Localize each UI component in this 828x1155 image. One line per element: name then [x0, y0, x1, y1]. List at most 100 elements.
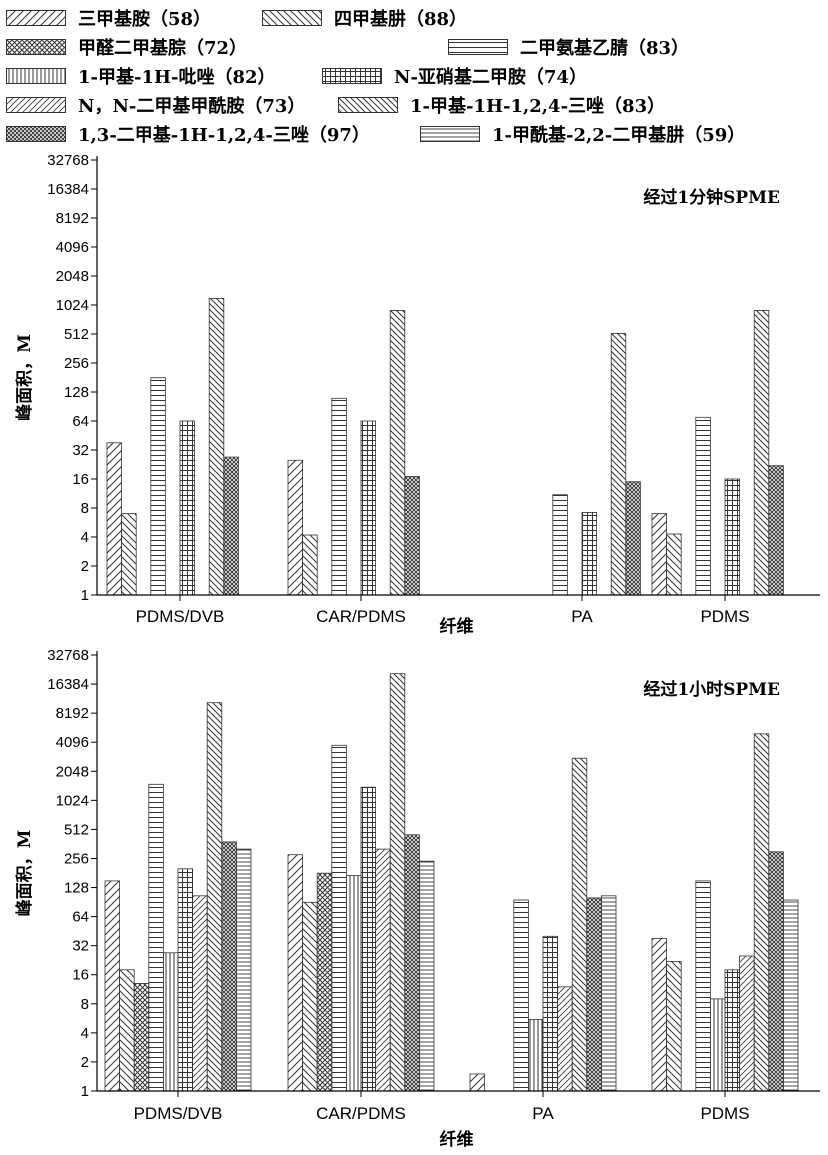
y-tick-label: 16 — [72, 471, 89, 488]
bar — [223, 456, 239, 596]
legend-swatch — [6, 126, 66, 142]
legend-label: 四甲基肼（88） — [334, 9, 468, 30]
bar — [695, 880, 711, 1092]
x-tick-label: PA — [532, 1104, 554, 1123]
x-axis-title: 纤维 — [440, 616, 474, 637]
bar-chart-1min: 1 2 4 8 16 32 64 128 256 512 1024 2048 4096 8192 16384… — [14, 152, 820, 637]
bar — [121, 513, 137, 596]
legend-label: 1-甲基-1H-1,2,4-三唑（83） — [410, 96, 666, 117]
y-tick-label: 2 — [81, 1054, 89, 1071]
x-axis-title: 纤维 — [440, 1129, 474, 1150]
legend-swatch — [6, 68, 66, 84]
bar — [133, 982, 150, 1092]
bar — [192, 895, 208, 1092]
bar — [581, 511, 598, 596]
y-tick-label: 32768 — [47, 647, 89, 664]
y-tick-label: 1024 — [56, 297, 89, 314]
bar — [345, 875, 362, 1092]
legend-item: N，N-二甲基甲酰胺（73） — [6, 93, 305, 117]
y-tick-label: 16384 — [47, 676, 89, 693]
legend-swatch — [420, 126, 480, 142]
y-tick-label: 8 — [81, 996, 89, 1013]
bar — [739, 955, 755, 1092]
y-tick-label: 128 — [64, 384, 89, 401]
bar — [287, 854, 304, 1092]
legend-swatch — [448, 39, 508, 55]
bar — [768, 465, 784, 596]
y-axis-title: 峰面积，M — [14, 829, 35, 916]
bar — [724, 478, 741, 596]
bar — [710, 998, 726, 1092]
bar — [119, 969, 135, 1092]
bar — [179, 420, 196, 596]
y-tick-label: 2048 — [56, 763, 89, 780]
legend-label: 1-甲基-1H-吡唑（82） — [78, 67, 276, 88]
legend-item: 三甲基胺（58） — [6, 6, 211, 30]
bar — [104, 880, 121, 1092]
bar — [724, 969, 741, 1092]
bar-chart-1h: 1 2 4 8 16 32 64 128 256 512 1024 2048 4096 8192 16384… — [14, 647, 820, 1150]
y-tick-label: 32768 — [47, 152, 89, 169]
y-tick-label: 8192 — [56, 210, 89, 227]
chart-annotation: 经过1分钟SPME — [643, 187, 780, 208]
legend-swatch — [6, 10, 66, 26]
bar — [316, 872, 333, 1092]
legend-label: 1-甲酰基-2,2-二甲基肼（59） — [492, 125, 746, 146]
x-tick-label: CAR/PDMS — [316, 1104, 406, 1123]
chart-annotation: 经过1小时SPME — [643, 679, 780, 700]
legend-label: 三甲基胺（58） — [78, 9, 212, 30]
bar — [666, 960, 682, 1092]
bar — [208, 297, 225, 596]
bar — [331, 397, 347, 596]
y-tick-label: 2048 — [56, 268, 89, 285]
bar — [625, 481, 641, 596]
bar — [360, 786, 377, 1092]
x-tick-label: PDMS — [700, 607, 749, 626]
bar — [610, 332, 627, 596]
x-tick-label: PA — [571, 607, 593, 626]
bar — [375, 848, 391, 1092]
bar — [651, 513, 668, 596]
legend-swatch — [262, 10, 322, 26]
legend-swatch — [338, 97, 398, 113]
legend-swatch — [322, 68, 382, 84]
legend-item: 1-甲基-1H-1,2,4-三唑（83） — [338, 93, 665, 117]
y-tick-label: 2 — [81, 558, 89, 575]
legend-swatch — [6, 97, 66, 113]
bar — [418, 860, 435, 1092]
legend-label: N，N-二甲基甲酰胺（73） — [78, 96, 306, 117]
legend-item: 1-甲酰基-2,2-二甲基肼（59） — [420, 122, 745, 146]
y-tick-label: 512 — [64, 821, 89, 838]
bar — [469, 1073, 486, 1092]
bar — [221, 841, 237, 1092]
legend-item: 二甲氨基乙腈（83） — [448, 35, 689, 59]
bar — [571, 757, 588, 1092]
y-tick-label: 128 — [64, 880, 89, 897]
legend-label: 1,3-二甲基-1H-1,2,4-三唑（97） — [78, 125, 370, 146]
bar — [528, 1019, 544, 1092]
y-tick-label: 4096 — [56, 239, 89, 256]
legend-item: 四甲基肼（88） — [262, 6, 467, 30]
x-tick-label: PDMS/DVB — [136, 607, 225, 626]
bar — [557, 986, 573, 1092]
bar — [162, 952, 179, 1092]
bar — [542, 935, 559, 1092]
legend-item: 甲醛二甲基腙（72） — [6, 35, 247, 59]
bar — [235, 848, 252, 1092]
bar — [106, 442, 123, 596]
y-tick-label: 256 — [64, 355, 89, 372]
y-tick-label: 1 — [81, 587, 89, 604]
legend-label: N-亚硝基二甲胺（74） — [394, 67, 587, 88]
y-tick-label: 16384 — [47, 181, 89, 198]
x-tick-label: PDMS — [700, 1104, 749, 1123]
bar — [302, 901, 318, 1092]
y-tick-label: 8192 — [56, 705, 89, 722]
bar — [331, 744, 347, 1092]
x-tick-label: CAR/PDMS — [316, 607, 406, 626]
legend-label: 甲醛二甲基腙（72） — [78, 38, 248, 59]
bar — [753, 733, 770, 1092]
y-tick-label: 1024 — [56, 792, 89, 809]
y-tick-label: 64 — [72, 909, 89, 926]
x-tick-label: PDMS/DVB — [134, 1104, 223, 1123]
legend-item: N-亚硝基二甲胺（74） — [322, 64, 587, 88]
